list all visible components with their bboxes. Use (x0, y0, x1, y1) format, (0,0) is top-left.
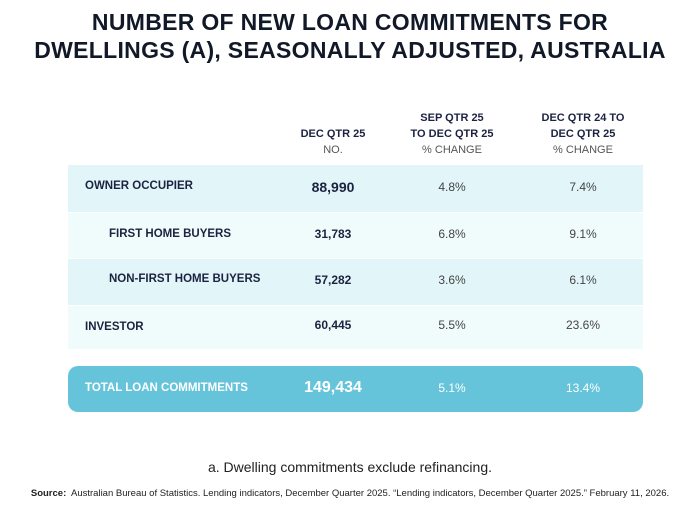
row-value: 57,282 (314, 273, 352, 287)
row-sep-change: 5.5% (438, 318, 466, 332)
row-sep-change: 4.8% (438, 180, 466, 194)
row-value: 149,434 (304, 379, 362, 396)
table-row-investor: INVESTOR 60,445 5.5% 23.6% (68, 306, 643, 349)
header-unit: NO. (323, 144, 343, 156)
column-header-dec-change: DEC QTR 24 TO DEC QTR 25 % CHANGE (513, 110, 653, 158)
table-row-owner-occupier: OWNER OCCUPIER 88,990 4.8% 7.4% (68, 165, 643, 212)
table-row-total: TOTAL LOAN COMMITMENTS 149,434 5.1% 13.4… (68, 366, 643, 412)
row-dec-change: 6.1% (569, 273, 597, 287)
header-text: DEC QTR 25 (300, 128, 366, 140)
source-label: Source: (30, 488, 67, 499)
row-label: INVESTOR (85, 321, 144, 333)
row-dec-change: 23.6% (565, 318, 601, 332)
row-label: NON-FIRST HOME BUYERS (109, 273, 261, 285)
row-sep-change: 6.8% (438, 227, 466, 241)
header-unit: % CHANGE (553, 144, 613, 156)
table-row-first-home-buyers: FIRST HOME BUYERS 31,783 6.8% 9.1% (68, 213, 643, 258)
row-label: TOTAL LOAN COMMITMENTS (85, 382, 248, 394)
title-line-2: DWELLINGS (A), SEASONALLY ADJUSTED, AUST… (34, 37, 666, 63)
column-header-dec-qtr: DEC QTR 25 NO. (263, 126, 403, 158)
row-dec-change: 13.4% (565, 381, 601, 395)
header-text: TO DEC QTR 25 (410, 128, 494, 140)
row-dec-change: 7.4% (569, 180, 597, 194)
source-text: Australian Bureau of Statistics. Lending… (71, 488, 670, 499)
row-value: 88,990 (311, 179, 355, 195)
row-dec-change: 9.1% (569, 227, 597, 241)
header-unit: % CHANGE (422, 144, 482, 156)
row-label: FIRST HOME BUYERS (109, 228, 232, 240)
header-text: DEC QTR 25 (550, 128, 616, 140)
row-value: 31,783 (314, 227, 352, 241)
page-title: NUMBER OF NEW LOAN COMMITMENTS FOR DWELL… (0, 8, 700, 64)
row-label: OWNER OCCUPIER (85, 180, 193, 192)
row-sep-change: 3.6% (438, 273, 466, 287)
header-text: SEP QTR 25 (420, 112, 484, 124)
column-header-sep-change: SEP QTR 25 TO DEC QTR 25 % CHANGE (382, 110, 522, 158)
header-text: DEC QTR 24 TO (541, 112, 625, 124)
title-line-1: NUMBER OF NEW LOAN COMMITMENTS FOR (91, 9, 609, 35)
row-value: 60,445 (314, 318, 352, 332)
row-sep-change: 5.1% (438, 381, 466, 395)
source-line: Source: Australian Bureau of Statistics.… (0, 488, 700, 499)
table-row-non-first-home-buyers: NON-FIRST HOME BUYERS 57,282 3.6% 6.1% (68, 259, 643, 305)
footnote: a. Dwelling commitments exclude refinanc… (207, 459, 492, 475)
